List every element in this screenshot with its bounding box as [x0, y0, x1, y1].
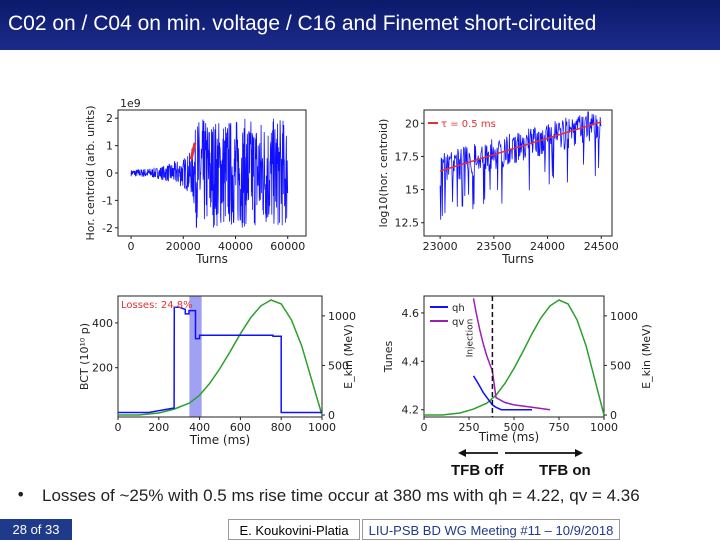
- panel2-x-tick-label: 24000: [530, 240, 565, 253]
- panel3-y2label: E_kin (MeV): [342, 324, 355, 389]
- panel2-y-tick-label: 15: [405, 184, 419, 197]
- panel4-x-tick-label: 0: [421, 421, 428, 434]
- panel2-xlabel: Turns: [501, 252, 534, 266]
- bullet-icon: •: [16, 485, 26, 504]
- panel2-signal: [439, 111, 602, 220]
- panel3-y-tick-label: 200: [92, 362, 113, 375]
- panel4-y2-tick-label: 500: [610, 359, 631, 372]
- panel3-ylabel: BCT (10¹⁰ p): [78, 323, 91, 390]
- panel4-y-tick-label: 4.4: [402, 355, 420, 368]
- panel3-xlabel: Time (ms): [189, 433, 251, 447]
- panel3-x-tick-label: 800: [271, 421, 292, 434]
- panel4-qv-line: [472, 298, 551, 411]
- panel4-injection-label: Injection: [465, 319, 475, 358]
- panel1-highlight: [189, 142, 197, 160]
- panel4-x-tick-label: 1000: [590, 421, 618, 434]
- panel1-scale-label: 1e9: [120, 97, 141, 110]
- panel2-y-tick-label: 12.5: [395, 217, 420, 230]
- panel1-x-tick-label: 60000: [270, 240, 305, 253]
- panel3-x-tick-label: 400: [189, 421, 210, 434]
- footer: 28 of 33 E. Koukovini-Platia LIU-PSB BD …: [0, 519, 720, 540]
- panel2-ylabel: log10(hor. centroid): [377, 119, 390, 228]
- tfb-off-label: TFB off: [451, 462, 504, 479]
- panel4-legend-qv-label: qv: [452, 317, 464, 328]
- panel3-y-tick-label: 400: [92, 317, 113, 330]
- meeting-info: LIU-PSB BD WG Meeting #11 – 10/9/2018: [362, 519, 620, 540]
- panel2-y-tick-label: 20: [405, 117, 419, 130]
- panel3-frame: [117, 295, 323, 418]
- panel3-x-tick-label: 0: [115, 421, 122, 434]
- panel1-x-tick-label: 40000: [218, 240, 253, 253]
- author-name: E. Koukovini-Platia: [228, 519, 360, 540]
- tfb-off-arrowhead: [458, 449, 466, 457]
- panel2-fit-line: [439, 121, 602, 172]
- panel4-y-tick-label: 4.2: [402, 404, 420, 417]
- panel1-ylabel: Hor. centroid (arb. units): [84, 105, 97, 240]
- title-bar: C02 on / C04 on min. voltage / C16 and F…: [0, 0, 720, 50]
- panel3-x-tick-label: 600: [230, 421, 251, 434]
- panel4-y2-tick-label: 1000: [610, 310, 638, 323]
- panel3-x-tick-label: 200: [148, 421, 169, 434]
- panel2-legend-label: τ = 0.5 ms: [441, 119, 496, 130]
- panel3-x-tick-label: 1000: [308, 421, 336, 434]
- panel3-loss-label: Losses: 24.8%: [121, 300, 193, 311]
- panel4-x-tick-label: 250: [459, 421, 480, 434]
- panel3-y2-tick-label: 0: [328, 409, 335, 422]
- panel1-xlabel: Turns: [195, 252, 228, 266]
- panel3-ekin-line: [118, 299, 323, 416]
- panel1-x-tick-label: 20000: [166, 240, 201, 253]
- panel4-legend-qh-label: qh: [452, 303, 465, 314]
- panel2-frame: [423, 109, 613, 237]
- panel3-y2-tick-label: 500: [328, 359, 349, 372]
- panel1-signal: [130, 118, 289, 229]
- panel2-x-tick-label: 23500: [476, 240, 511, 253]
- panel1-y-tick-label: 1: [106, 140, 113, 153]
- panel2-y-tick-label: 17.5: [395, 150, 420, 163]
- panel4-ylabel: Tunes: [382, 340, 395, 373]
- panel4-x-tick-label: 750: [549, 421, 570, 434]
- panel1-x-tick-label: 0: [128, 240, 135, 253]
- tfb-on-label: TFB on: [539, 462, 591, 479]
- panel2-x-tick-label: 24500: [584, 240, 619, 253]
- tfb-on-arrowhead: [575, 449, 583, 457]
- panel1-y-tick-label: 2: [106, 112, 113, 125]
- panel1-y-tick-label: 0: [106, 167, 113, 180]
- panel4-frame: [423, 295, 605, 418]
- panel4-y-tick-label: 4.6: [402, 307, 420, 320]
- panel4-x-tick-label: 500: [504, 421, 525, 434]
- panel3-loss-region: [189, 296, 202, 417]
- page-number: 28 of 33: [0, 519, 72, 540]
- panel4-ekin-line: [424, 299, 605, 416]
- bullet-text: Losses of ~25% with 0.5 ms rise time occ…: [42, 486, 640, 505]
- panel2-x-tick-label: 23000: [423, 240, 458, 253]
- panel1-y-tick-label: -1: [102, 194, 113, 207]
- panel4-y2-tick-label: 0: [610, 409, 617, 422]
- slide-title: C02 on / C04 on min. voltage / C16 and F…: [8, 12, 597, 35]
- panel1-y-tick-label: -2: [102, 222, 113, 235]
- panel3-bct-line: [118, 306, 322, 414]
- panel4-xlabel: Time (ms): [478, 430, 540, 444]
- panel4-y2label: E_kin (MeV): [640, 324, 653, 389]
- panel3-y2-tick-label: 1000: [328, 310, 356, 323]
